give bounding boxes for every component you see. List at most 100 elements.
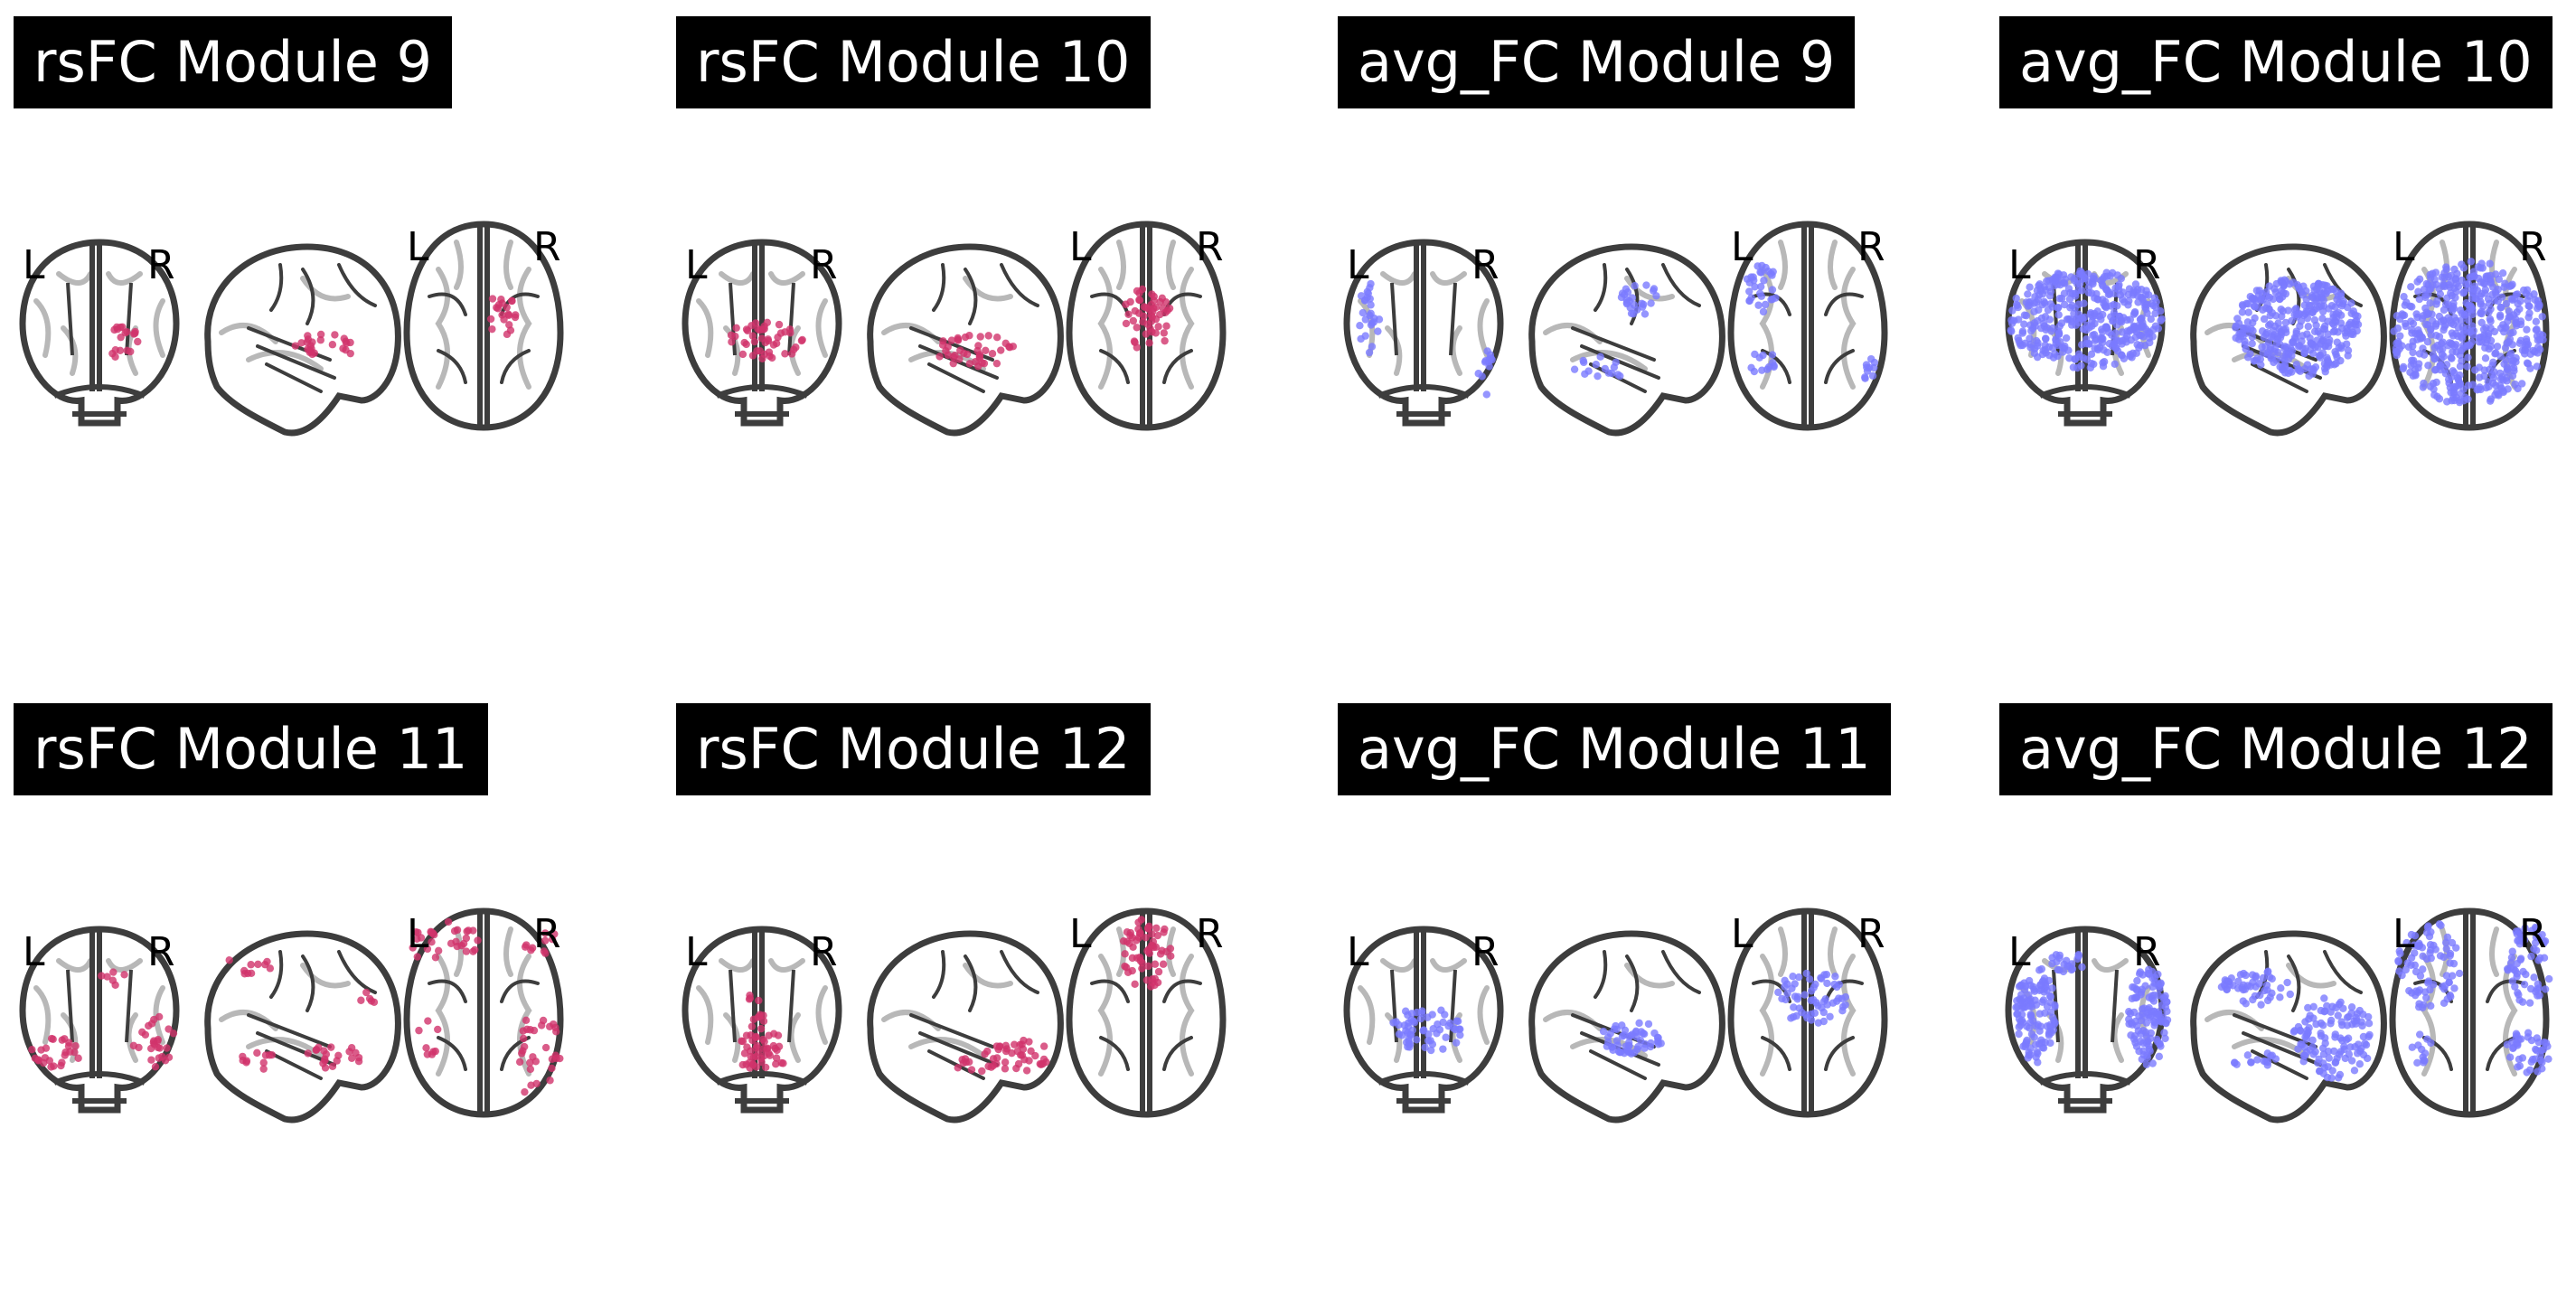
activation-point [2090,331,2099,339]
activation-point [1419,1027,1427,1035]
activation-point [552,1028,560,1036]
activation-point [2433,296,2441,306]
activation-point [2310,327,2319,336]
activation-point [967,1066,976,1074]
activation-point [2457,316,2466,324]
activation-point [2026,283,2034,291]
activation-point [503,330,512,339]
activation-point [310,349,319,357]
activation-point [1016,1040,1024,1049]
activation-point [526,1058,534,1067]
activation-point [1158,946,1166,954]
activation-point [1822,970,1831,979]
activation-point [520,1042,529,1051]
activation-point [1819,1008,1828,1017]
activation-point [2295,341,2304,350]
activation-point [412,928,420,936]
activation-point [2018,999,2027,1007]
activation-point [1868,371,1877,380]
activation-point [2134,298,2142,306]
activation-point [1811,980,1819,989]
activation-point [769,1041,778,1050]
activation-point [2540,939,2548,947]
activation-point [1452,1039,1461,1047]
activation-point [2533,1034,2542,1042]
activation-point [2013,301,2021,310]
activation-point [2324,1047,2333,1056]
activation-point [2531,348,2539,356]
activation-point [1599,1027,1608,1036]
activation-point [2420,351,2429,359]
activation-point [2263,1058,2272,1067]
activation-point [1133,324,1141,332]
activation-point [2519,286,2528,295]
activation-point [1367,301,1375,309]
activation-point [428,937,436,946]
left-orientation-label: L [1347,929,1369,975]
activation-point [2432,332,2440,340]
activation-point [303,338,311,346]
activation-point [1148,290,1156,298]
activation-point [1789,973,1797,981]
activation-point [2060,300,2069,309]
panel-avg-fc-module-10: avg_FC Module 10 L R L R [1999,16,2576,522]
activation-point [2124,301,2132,309]
activation-point [2536,1051,2544,1059]
activation-point [766,1051,775,1059]
activation-point [753,1041,761,1050]
activation-point [1768,295,1777,304]
activation-point [2414,1002,2423,1011]
activation-point [2030,307,2038,315]
activation-point [1151,981,1159,990]
activation-point [2115,280,2123,289]
activation-point [2012,294,2020,303]
activation-point [2345,1050,2354,1058]
activation-point [982,346,990,355]
activation-point [2301,1033,2309,1041]
activation-point [1442,1033,1450,1041]
activation-point [2038,300,2046,309]
activation-point [2525,302,2534,311]
activation-point [2468,306,2477,314]
activation-point [2118,352,2126,360]
activation-point [2350,1067,2359,1075]
panel-title: avg_FC Module 12 [1999,703,2552,795]
activation-point [775,1042,784,1050]
activation-point [2524,1029,2533,1037]
activation-point [1592,361,1601,369]
activation-point [409,944,417,952]
activation-point [2411,371,2420,380]
activation-point [2514,989,2522,997]
right-orientation-label: R [1471,242,1500,288]
activation-point [2091,309,2099,318]
activation-point [2312,296,2321,306]
activation-point [1870,363,1878,372]
activation-point [1570,365,1579,373]
activation-point [2496,369,2505,378]
activation-point [2299,1058,2308,1066]
activation-point [2487,336,2496,345]
activation-point [2160,1029,2168,1037]
activation-point [304,1049,312,1058]
activation-point [954,1064,962,1072]
activation-point [2413,1058,2421,1067]
activation-point [2236,971,2245,979]
activation-point [527,1081,535,1089]
activation-point [2477,318,2486,327]
activation-point [2239,302,2247,310]
activation-point [1601,364,1610,373]
activation-point [1630,301,1639,309]
activation-point [2087,289,2096,297]
activation-point [2423,337,2432,346]
activation-point [2155,1052,2164,1061]
activation-point [728,338,736,346]
activation-point [992,334,1001,342]
activation-point [2337,302,2346,310]
activation-point [1402,1039,1411,1047]
activation-point [2452,944,2460,952]
activation-point [2464,381,2473,390]
activation-point [540,947,549,955]
